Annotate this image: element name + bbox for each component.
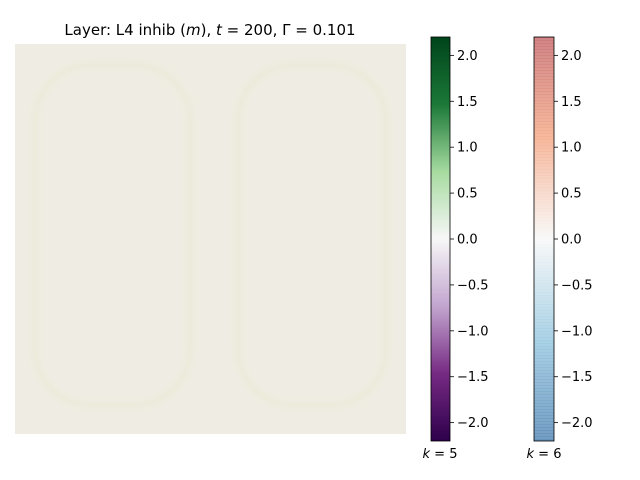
colorbar-k6-fill	[534, 37, 554, 441]
colorbar-k6-label: k = 6	[527, 447, 562, 462]
colorbar-tick-label: −1.5	[457, 370, 489, 385]
colorbar-tick-label: 1.0	[561, 141, 582, 156]
colorbar-tick-label: −2.0	[457, 416, 489, 431]
heatmap-faint-pattern	[32, 62, 389, 408]
colorbar-tick-label: 0.0	[457, 233, 478, 248]
colorbar-k6-ticks: 2.0 1.5 1.0 0.5 0.0 −0.5 −1.0 −1.5 −2.0	[554, 49, 593, 431]
colorbar-tick-label: −1.0	[561, 324, 593, 339]
colorbar-tick-label: 2.0	[561, 49, 582, 64]
heatmap	[15, 44, 406, 434]
colorbar-k6: 2.0 1.5 1.0 0.5 0.0 −0.5 −1.0 −1.5 −2.0 k = 6	[527, 36, 593, 462]
chart-title: Layer: L4 inhib (m), t = 200, Γ = 0.101	[64, 21, 355, 39]
colorbar-tick-label: −2.0	[561, 416, 593, 431]
colorbar-tick-label: 2.0	[457, 49, 478, 64]
colorbar-tick-label: 1.0	[457, 141, 478, 156]
colorbar-k5-ticks: 2.0 1.5 1.0 0.5 0.0 −0.5 −1.0 −1.5 −2.0	[450, 49, 489, 431]
colorbar-tick-label: −0.5	[457, 278, 489, 293]
colorbar-tick-label: 0.0	[561, 233, 582, 248]
colorbar-k5-label: k = 5	[423, 447, 458, 462]
colorbar-tick-label: −1.0	[457, 324, 489, 339]
colorbar-k5: 2.0 1.5 1.0 0.5 0.0 −0.5 −1.0 −1.5 −2.0 k = 5	[423, 36, 489, 462]
faint-loop-right	[235, 62, 389, 408]
colorbar-tick-label: 0.5	[561, 187, 582, 202]
colorbar-k5-fill	[431, 37, 450, 441]
colorbar-k6-stripes	[534, 38, 554, 439]
faint-loop-left	[32, 62, 193, 408]
heatmap-field	[15, 44, 406, 434]
colorbar-tick-label: 1.5	[561, 95, 582, 110]
colorbar-tick-label: 1.5	[457, 95, 478, 110]
colorbar-tick-label: −1.5	[561, 370, 593, 385]
colorbar-tick-label: −0.5	[561, 278, 593, 293]
colorbar-tick-label: 0.5	[457, 187, 478, 202]
